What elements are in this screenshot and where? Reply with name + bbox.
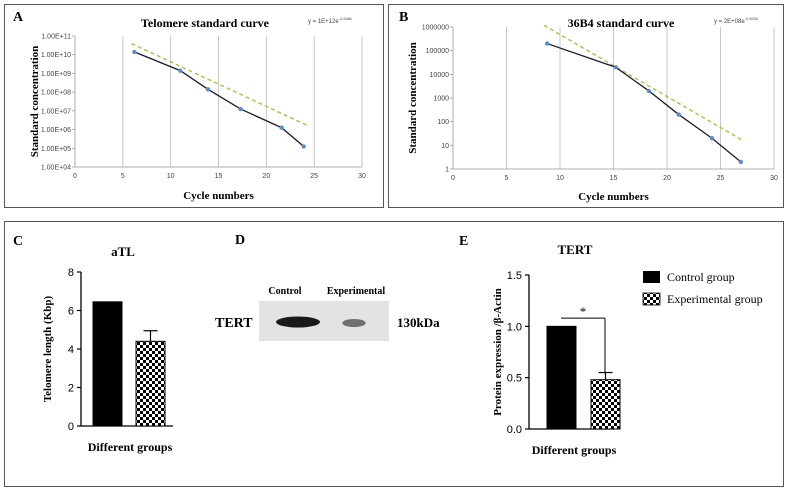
legend-swatch: [643, 271, 660, 283]
panel-letter: C: [13, 234, 23, 249]
x-axis-title: Cycle numbers: [578, 191, 649, 203]
data-point: [178, 68, 183, 73]
y-tick-label: 8: [68, 267, 74, 279]
x-axis-title: Different groups: [532, 443, 617, 457]
significance-marker: *: [580, 304, 587, 319]
data-point: [676, 112, 681, 117]
y-axis-title: Telomere length (Kbp): [42, 296, 54, 403]
y-tick-label: 1.00E+11: [41, 34, 71, 41]
lane-label: Control: [268, 286, 301, 297]
y-tick-label: 1.00E+09: [41, 71, 71, 78]
bar: [590, 379, 621, 430]
y-tick-label: 1.00E+05: [41, 146, 71, 153]
data-point: [301, 144, 306, 149]
panel-letter: D: [235, 233, 245, 248]
y-tick-label: 1.00E+08: [41, 90, 71, 97]
chart-title: TERT: [558, 242, 593, 257]
panel-letter: A: [13, 10, 24, 25]
legend-swatch: [642, 292, 661, 306]
data-point: [238, 106, 243, 112]
y-tick-label: 1.0: [507, 321, 522, 333]
x-tick-label: 20: [262, 173, 270, 180]
y-tick-label: 100000: [426, 48, 449, 55]
data-point: [205, 87, 211, 92]
chart-b: B 36B4 standard curve y = 2E+08e-0.603x 0 5 1…: [399, 10, 778, 203]
bar: [135, 340, 166, 427]
data-point: [738, 159, 744, 165]
y-tick-label: 1000: [433, 96, 449, 103]
data-line: [134, 51, 305, 147]
data-point: [132, 49, 137, 55]
chart-title: 36B4 standard curve: [568, 16, 675, 30]
blot-size-label: 130kDa: [397, 315, 440, 330]
x-tick-label: 0: [451, 175, 455, 182]
chart-title: aTL: [111, 244, 135, 259]
x-axis-title: Cycle numbers: [183, 190, 254, 202]
x-tick-label: 10: [556, 175, 564, 182]
y-axis-title: Standard concentration: [407, 42, 419, 154]
equation-exponent: -0.548x: [339, 16, 352, 21]
chart-a: A Telomere standard curve y = 1E+12e-0.548…: [13, 10, 366, 202]
bar: [92, 301, 123, 427]
y-tick-label: 4: [68, 344, 74, 356]
trendline-equation: y = 2E+08e-0.603x: [714, 16, 758, 25]
panel-a: A Telomere standard curve y = 1E+12e-0.548…: [4, 4, 384, 208]
y-tick-label: 0.0: [507, 424, 522, 436]
y-tick-label: 1.00E+07: [41, 108, 71, 115]
panel-letter: E: [459, 234, 468, 249]
data-point: [709, 136, 715, 141]
trendline: [543, 24, 745, 142]
blot-band: [276, 316, 320, 328]
lane-label: Experimental: [327, 286, 386, 297]
y-tick-label: 10: [441, 143, 449, 150]
y-tick-label: 2: [68, 383, 74, 395]
data-point: [544, 41, 550, 46]
x-axis-title: Different groups: [88, 440, 173, 454]
y-tick-label: 6: [68, 306, 74, 318]
y-tick-label: 1.5: [507, 270, 522, 282]
legend-label: Control group: [667, 270, 735, 284]
y-tick-label: 1.00E+04: [41, 165, 71, 172]
x-tick-label: 15: [215, 173, 223, 180]
bar: [546, 325, 577, 430]
y-axis-title: Standard concentration: [29, 46, 41, 158]
x-tick-label: 5: [505, 175, 509, 182]
panel-b: B 36B4 standard curve y = 2E+08e-0.603x 0 5 1…: [388, 4, 784, 208]
data-point: [279, 125, 284, 130]
equation-exponent: -0.603x: [745, 16, 758, 21]
legend-label: Experimental group: [667, 292, 763, 306]
x-tick-label: 15: [610, 175, 618, 182]
y-tick-label: 0: [68, 421, 74, 433]
y-tick-label: 1.00E+10: [41, 52, 71, 59]
data-line: [546, 42, 742, 163]
trendline: [131, 42, 307, 126]
data-point: [646, 88, 652, 94]
blot-row-label: TERT: [215, 316, 253, 331]
y-tick-label: 0.5: [507, 373, 522, 385]
panel-letter: B: [399, 10, 408, 25]
x-tick-label: 5: [121, 173, 125, 180]
y-tick-label: 1: [445, 167, 449, 174]
data-point: [613, 65, 618, 70]
x-tick-label: 25: [717, 175, 725, 182]
x-tick-label: 25: [310, 173, 318, 180]
x-tick-label: 10: [167, 173, 175, 180]
trendline-equation: y = 1E+12e-0.548x: [308, 16, 352, 25]
y-tick-label: 1.00E+06: [41, 127, 71, 134]
x-tick-label: 30: [358, 173, 366, 180]
blot-band: [342, 319, 366, 327]
y-axis-title: Protein expression /β-Actin: [492, 288, 504, 416]
y-tick-label: 100: [437, 119, 449, 126]
y-tick-label: 10000: [430, 72, 450, 79]
x-tick-label: 30: [770, 175, 778, 182]
x-tick-label: 20: [663, 175, 671, 182]
x-tick-label: 0: [73, 173, 77, 180]
chart-title: Telomere standard curve: [141, 16, 270, 30]
y-tick-label: 1000000: [422, 25, 449, 32]
